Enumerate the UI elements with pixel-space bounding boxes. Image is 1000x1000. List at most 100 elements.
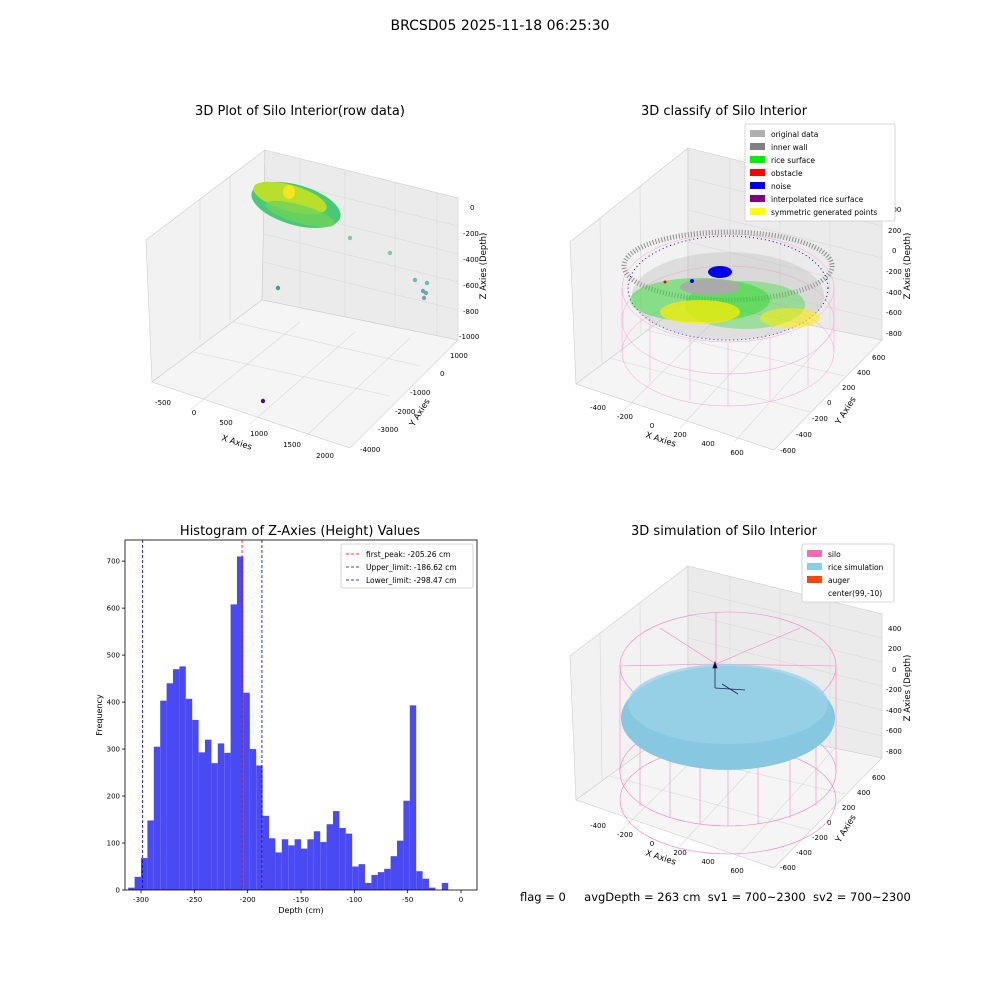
- classify-z-tick: -200: [886, 268, 902, 276]
- raw-z-tick: -400: [463, 256, 479, 264]
- simulation-legend: silo rice simulation auger center(99,-10): [801, 543, 895, 603]
- simulation-x-tick: 600: [730, 867, 743, 875]
- classify-z-label: Z Axies (Depth): [903, 233, 913, 300]
- histogram-bar: [288, 845, 295, 890]
- figure-title: BRCSD05 2025-11-18 06:25:30: [390, 18, 610, 34]
- histogram-x-tick: -150: [293, 896, 309, 904]
- histogram-bar: [371, 874, 378, 890]
- histogram-bar: [262, 815, 269, 890]
- legend-swatch: [807, 576, 822, 583]
- classify-y-ticks: 600 400 200 0 -200 -400 -600: [780, 354, 885, 455]
- raw-y-tick: 1000: [450, 352, 468, 360]
- raw-x-label: X Axies: [220, 433, 253, 452]
- histogram-bar: [377, 872, 385, 890]
- classify-y-label: Y Axies: [833, 395, 859, 428]
- classify-y-tick: 600: [872, 354, 885, 362]
- histogram-bar: [390, 856, 397, 890]
- simulation-rice-surface: [621, 664, 835, 770]
- raw-y-tick: 0: [440, 370, 444, 378]
- simulation-y-tick: 600: [872, 774, 885, 782]
- histogram-x-tick: 0: [459, 896, 463, 904]
- histogram-x-tick: -200: [240, 896, 256, 904]
- simulation-z-tick: -800: [886, 748, 902, 756]
- histogram-y-tick: 500: [107, 652, 120, 660]
- simulation-y-label: Y Axies: [833, 813, 859, 846]
- legend-entry: first_peak: -205.26 cm: [366, 550, 450, 559]
- histogram-x-tick: -250: [186, 896, 202, 904]
- classify-z-tick: 0: [892, 247, 896, 255]
- legend-entry: silo: [828, 550, 841, 559]
- histogram-y-tick: 200: [107, 793, 120, 801]
- histogram-y-tick: 100: [107, 840, 120, 848]
- histogram-bar: [384, 868, 391, 890]
- histogram-bar: [441, 882, 449, 890]
- histogram-x-label: Depth (cm): [278, 906, 323, 915]
- histogram-bar: [211, 763, 218, 890]
- raw-panel-title: 3D Plot of Silo Interior(row data): [195, 104, 405, 119]
- histogram-bar: [294, 839, 301, 890]
- histogram-y-tick: 400: [107, 699, 120, 707]
- classify-z-ticks: 200 200 0 -200 -400 -600 -800: [886, 206, 902, 338]
- raw-x-tick: 500: [219, 419, 232, 427]
- raw-z-tick: -800: [463, 308, 479, 316]
- histogram-bar: [345, 833, 353, 890]
- classify-silo-wireframe: [621, 233, 835, 407]
- simulation-z-tick: 0: [892, 666, 896, 674]
- raw-x-tick: 2000: [316, 452, 334, 460]
- histogram-bar: [339, 827, 346, 890]
- histogram-bar: [301, 848, 308, 890]
- classify-x-tick: 400: [701, 440, 714, 448]
- histogram-bar: [422, 878, 429, 890]
- legend-swatch: [750, 169, 765, 176]
- legend-swatch: [750, 130, 765, 137]
- classify-x-tick: 0: [650, 422, 654, 430]
- classify-z-tick: -800: [886, 330, 902, 338]
- histogram-y-label: Frequency: [95, 694, 104, 736]
- simulation-z-label: Z Axies (Depth): [903, 655, 913, 722]
- raw-z-tick: -200: [463, 230, 479, 238]
- simulation-y-tick: -600: [780, 864, 796, 872]
- simulation-panel-title: 3D simulation of Silo Interior: [631, 524, 817, 539]
- histogram-x-tick: -100: [346, 896, 362, 904]
- raw-y-tick: -1000: [410, 389, 430, 397]
- legend-swatch: [750, 195, 765, 202]
- sv1-text: sv1 = 700~2300: [707, 890, 806, 904]
- histogram-y-tick: 300: [107, 746, 120, 754]
- sv2-text: sv2 = 700~2300: [812, 890, 911, 904]
- histogram-bar: [281, 839, 289, 890]
- histogram-bar: [397, 840, 404, 890]
- raw-z-tick: -1000: [459, 333, 479, 341]
- classify-x-tick: 600: [730, 449, 743, 457]
- simulation-y-tick: 200: [842, 804, 855, 812]
- histogram-bar: [243, 692, 250, 890]
- histogram-bar: [185, 698, 193, 890]
- histogram-bar: [166, 683, 173, 890]
- legend-entry: inner wall: [771, 143, 808, 152]
- simulation-y-tick: 0: [827, 819, 831, 827]
- raw-x-ticks: -500 0 500 1000 1500 2000: [155, 399, 334, 460]
- histogram-bar: [320, 842, 327, 890]
- simulation-y-tick: 400: [857, 789, 870, 797]
- classify-z-tick: 200: [888, 227, 901, 235]
- histogram-bar: [160, 700, 167, 890]
- status-footer: flag = 0 avgDepth = 263 cm sv1 = 700~230…: [520, 890, 911, 904]
- classify-x-tick: -200: [617, 413, 633, 421]
- histogram-x-tick: -300: [133, 896, 149, 904]
- classify-x-tick: -400: [590, 404, 606, 412]
- histogram-bar: [358, 864, 365, 890]
- classify-y-tick: -400: [796, 431, 812, 439]
- histogram-bar: [333, 811, 340, 890]
- simulation-y-tick: -400: [796, 849, 812, 857]
- histogram-bar: [416, 871, 423, 890]
- histogram-y-tick: 700: [107, 558, 120, 566]
- classify-y-tick: 200: [842, 384, 855, 392]
- raw-x-tick: 1000: [250, 430, 268, 438]
- legend-swatch: [750, 156, 765, 163]
- flag-text: flag = 0: [520, 890, 566, 904]
- histogram-bar: [429, 887, 436, 890]
- histogram-bar: [128, 887, 135, 890]
- simulation-x-tick: 400: [701, 858, 714, 866]
- raw-y-tick: -3000: [378, 426, 398, 434]
- simulation-z-tick: -200: [886, 686, 902, 694]
